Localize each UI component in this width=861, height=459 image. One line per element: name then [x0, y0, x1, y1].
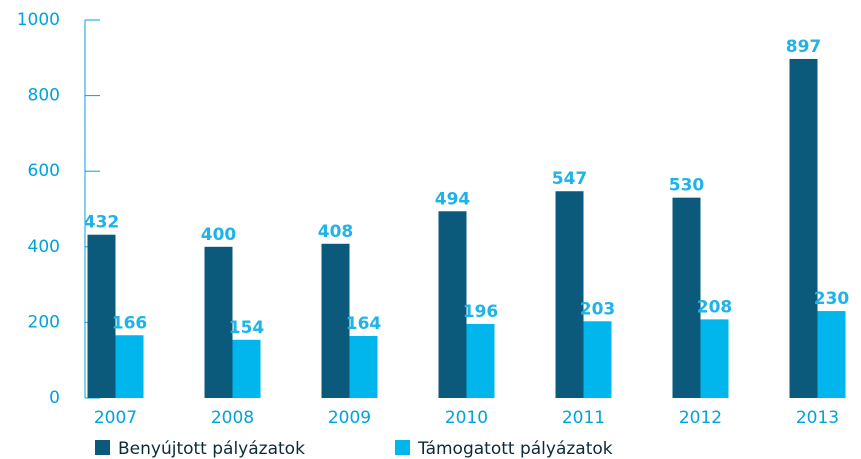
bar — [672, 197, 701, 398]
bar — [789, 58, 818, 399]
legend-label: Benyújtott pályázatok — [118, 439, 305, 459]
data-label: 154 — [229, 318, 265, 338]
data-label: 166 — [112, 313, 148, 333]
legend-label: Támogatott pályázatok — [417, 439, 613, 459]
bar — [321, 243, 350, 398]
y-tick-label: 400 — [28, 237, 60, 257]
legend-swatch — [395, 440, 410, 455]
data-label: 203 — [580, 299, 616, 319]
data-label: 494 — [435, 189, 471, 209]
data-label: 230 — [814, 289, 850, 309]
y-tick-label: 0 — [49, 388, 60, 408]
y-tick-label: 600 — [28, 161, 60, 181]
data-label: 432 — [84, 213, 120, 233]
bar — [555, 191, 584, 398]
legend-swatch — [95, 440, 110, 455]
bar — [87, 234, 116, 398]
bar — [817, 311, 846, 398]
x-tick-label: 2011 — [562, 408, 605, 428]
data-label: 400 — [201, 225, 237, 245]
data-label: 164 — [346, 314, 382, 334]
bar — [232, 339, 261, 398]
data-label: 208 — [697, 297, 733, 317]
bar — [700, 319, 729, 398]
bar — [204, 246, 233, 398]
data-label: 408 — [318, 222, 354, 242]
data-label: 897 — [786, 37, 822, 57]
x-tick-label: 2010 — [445, 408, 488, 428]
data-label: 530 — [669, 176, 705, 196]
y-tick-label: 1000 — [17, 10, 60, 30]
x-tick-label: 2007 — [94, 408, 137, 428]
data-label: 547 — [552, 169, 588, 189]
data-label: 196 — [463, 302, 499, 322]
x-tick-label: 2009 — [328, 408, 371, 428]
y-tick-label: 200 — [28, 312, 60, 332]
x-tick-label: 2012 — [679, 408, 722, 428]
x-tick-label: 2008 — [211, 408, 254, 428]
bar — [115, 335, 144, 398]
y-tick-label: 800 — [28, 86, 60, 106]
bar — [349, 336, 378, 398]
bar — [438, 211, 467, 398]
x-tick-label: 2013 — [796, 408, 839, 428]
bar — [466, 323, 495, 398]
bar — [583, 321, 612, 398]
